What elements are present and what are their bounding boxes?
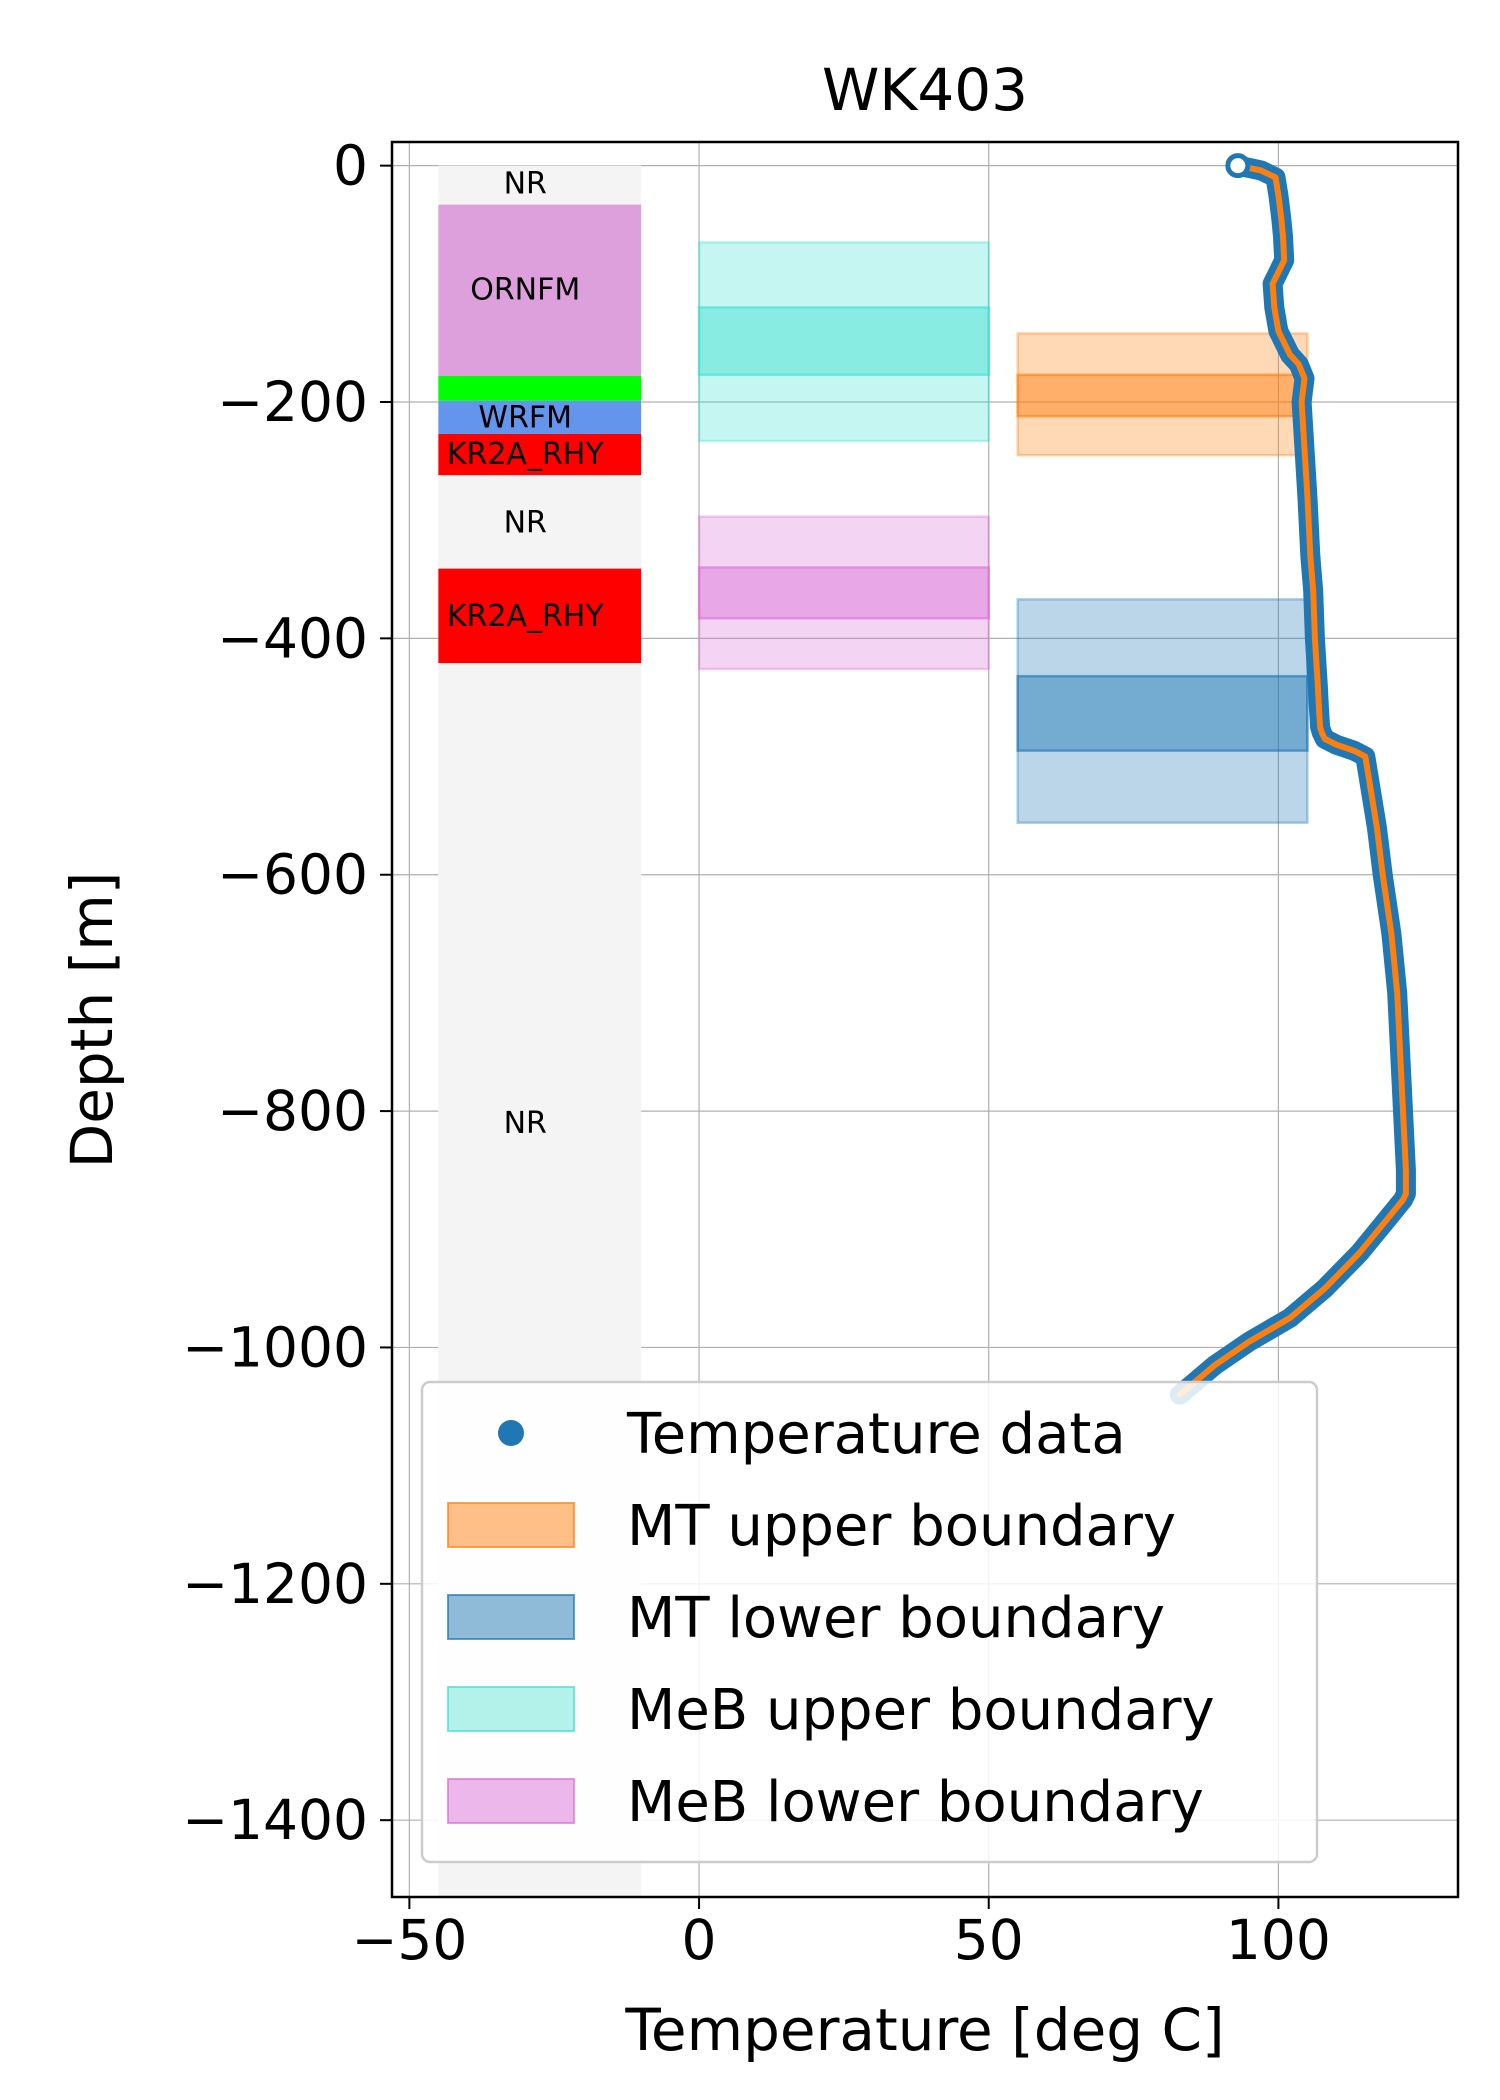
lithology-layer (438, 204, 642, 376)
lithology-layer (438, 376, 642, 401)
boundary-outer-box (697, 241, 990, 443)
y-tick-label: −600 (217, 843, 368, 907)
layer-annotation: NR (504, 1106, 547, 1141)
y-tick-label: 0 (333, 134, 368, 198)
x-tick-label: −50 (351, 1908, 467, 1972)
legend: Temperature data MT upper boundary MT lowe… (420, 1380, 1319, 1864)
y-tick-label: −1000 (182, 1315, 368, 1379)
x-axis-label: Temperature [deg C] (624, 1996, 1224, 2064)
lithology-layer (438, 433, 642, 476)
legend-swatch (447, 1686, 575, 1732)
temperature-start-marker (1225, 153, 1251, 179)
legend-box (420, 1380, 1319, 1864)
x-tick-label: 100 (1226, 1908, 1331, 1972)
lithology-layer (438, 568, 642, 664)
legend-label: MeB upper boundary (627, 1678, 1215, 1743)
axes-frame (390, 140, 1460, 1899)
lithology-layer (438, 400, 642, 434)
layer-annotation: NR (504, 166, 547, 201)
legend-label: Temperature data (626, 1402, 1126, 1467)
legend-marker (498, 1420, 524, 1446)
y-tick-label: −1400 (182, 1788, 368, 1852)
legend-label: MeB lower boundary (627, 1770, 1204, 1835)
legend-swatch (447, 1502, 575, 1548)
y-tick-label: −200 (217, 370, 368, 434)
boundary-inner-box (697, 566, 990, 620)
x-tick-label: 50 (954, 1908, 1024, 1972)
boundary-outer-box (697, 515, 990, 671)
legend-label: MT lower boundary (627, 1586, 1165, 1651)
layer-annotation: KR2A_RHY (447, 599, 605, 634)
boundary-inner-box (697, 306, 990, 377)
layer-annotation: WRFM (478, 400, 572, 435)
y-tick-label: −400 (217, 606, 368, 670)
boundary-inner-box (1016, 674, 1309, 752)
y-axis-label: Depth [m] (58, 872, 126, 1169)
boundary-outer-box (1016, 332, 1309, 457)
y-tick-label: −800 (217, 1079, 368, 1143)
layer-annotation: NR (504, 506, 547, 541)
temperature-trend-line (1176, 162, 1409, 1398)
lithology-layer (438, 475, 642, 569)
x-tick-label: 0 (682, 1908, 717, 1972)
legend-swatch (447, 1778, 575, 1824)
legend-swatch (447, 1594, 575, 1640)
chart-title: WK403 (822, 56, 1028, 124)
y-tick-label: −1200 (182, 1552, 368, 1616)
lithology-layer (438, 165, 642, 205)
layer-annotation: ORNFM (470, 273, 580, 308)
axes: −50 0 50 100 0 −200 −400 −600 −800 −1000 −1200 −140… (182, 134, 1460, 1972)
legend-label: MT upper boundary (627, 1494, 1176, 1559)
boundary-inner-box (1016, 373, 1309, 418)
layer-annotation: KR2A_RHY (447, 437, 605, 472)
